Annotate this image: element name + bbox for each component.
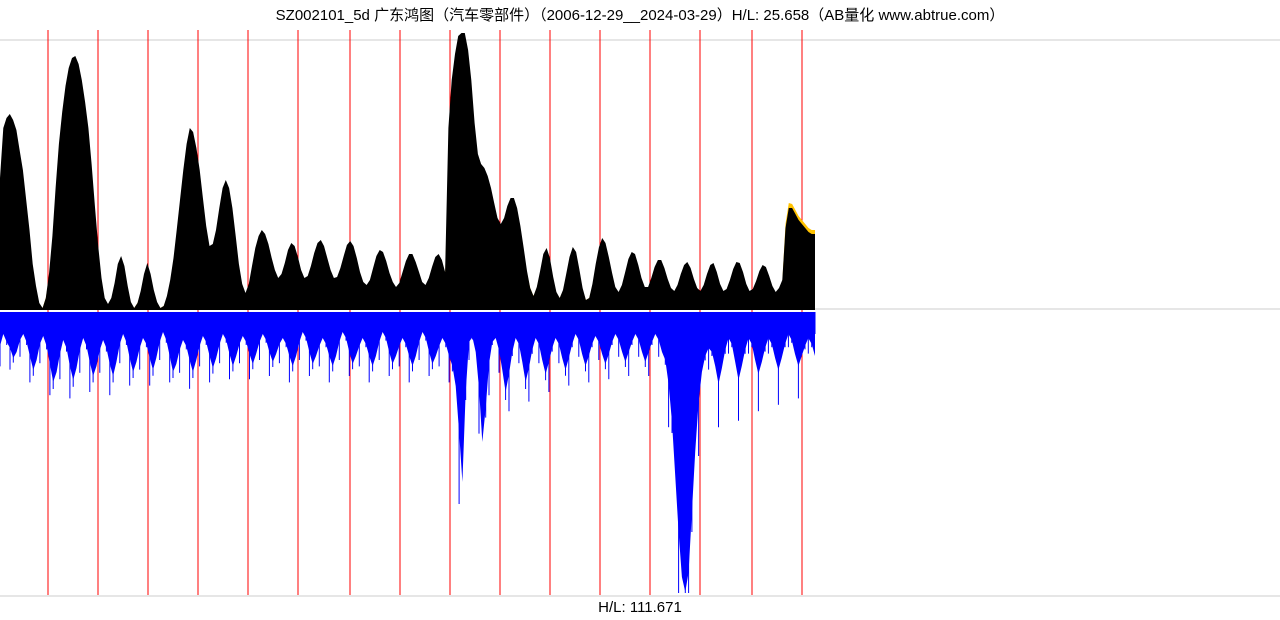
chart-bottom-label: H/L: 111.671	[0, 599, 1280, 616]
stock-chart	[0, 28, 1280, 598]
chart-title: SZ002101_5d 广东鸿图（汽车零部件）（2006-12-29__2024…	[0, 4, 1280, 25]
